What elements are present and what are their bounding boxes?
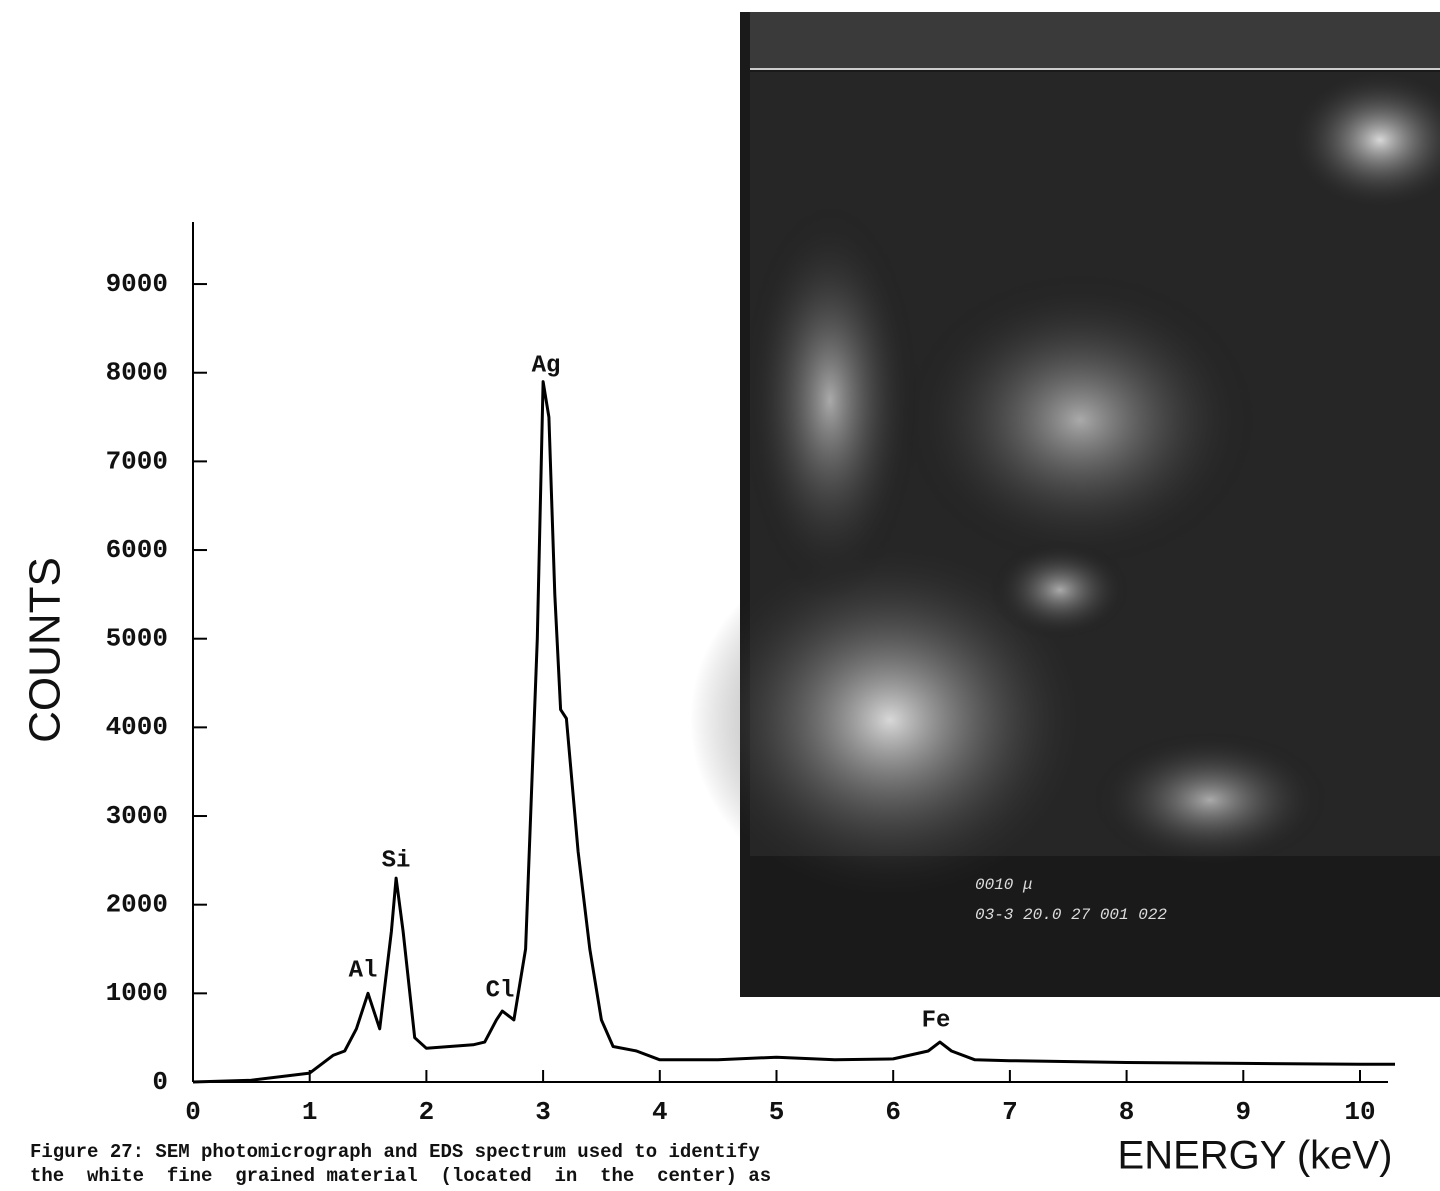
- y-tick-label: 3000: [106, 801, 168, 831]
- x-tick-label: 9: [1235, 1097, 1251, 1127]
- x-tick-label: 0: [185, 1097, 201, 1127]
- peak-label: Al: [349, 957, 378, 984]
- y-tick-label: 6000: [106, 535, 168, 565]
- y-tick-label: 7000: [106, 446, 168, 476]
- caption: Figure 27: SEM photomicrograph and EDS s…: [30, 1141, 760, 1163]
- image-info: 03-3 20.0 27 001 022: [975, 906, 1167, 924]
- x-tick-label: 7: [1002, 1097, 1018, 1127]
- chart: 0010 μ 03-3 20.0 27 001 022 COUNTS ENERG…: [0, 0, 1440, 1191]
- x-tick-label: 8: [1119, 1097, 1135, 1127]
- x-tick-label: 10: [1344, 1097, 1375, 1127]
- x-tick-label: 5: [769, 1097, 785, 1127]
- sem-photo: 0010 μ 03-3 20.0 27 001 022: [690, 12, 1440, 997]
- y-tick-label: 5000: [106, 624, 168, 654]
- x-tick-label: 6: [885, 1097, 901, 1127]
- y-tick-label: 4000: [106, 712, 168, 742]
- y-tick-label: 0: [152, 1067, 168, 1097]
- x-tick-label: 2: [419, 1097, 435, 1127]
- y-tick-label: 9000: [106, 269, 168, 299]
- x-axis-label: ENERGY (keV): [1118, 1134, 1393, 1178]
- peak-label: Ag: [532, 352, 561, 379]
- y-axis-label: COUNTS: [21, 557, 70, 743]
- x-tick-label: 1: [302, 1097, 318, 1127]
- x-tick-label: 3: [535, 1097, 551, 1127]
- y-tick-label: 2000: [106, 890, 168, 920]
- caption: the white fine grained material (located…: [30, 1165, 771, 1187]
- peak-label: Fe: [922, 1007, 951, 1034]
- image-scale: 0010 μ: [975, 876, 1033, 894]
- peak-label: Cl: [486, 977, 515, 1004]
- y-tick-label: 1000: [106, 978, 168, 1008]
- y-tick-label: 8000: [106, 358, 168, 388]
- peak-label: Si: [382, 847, 411, 874]
- x-tick-label: 4: [652, 1097, 668, 1127]
